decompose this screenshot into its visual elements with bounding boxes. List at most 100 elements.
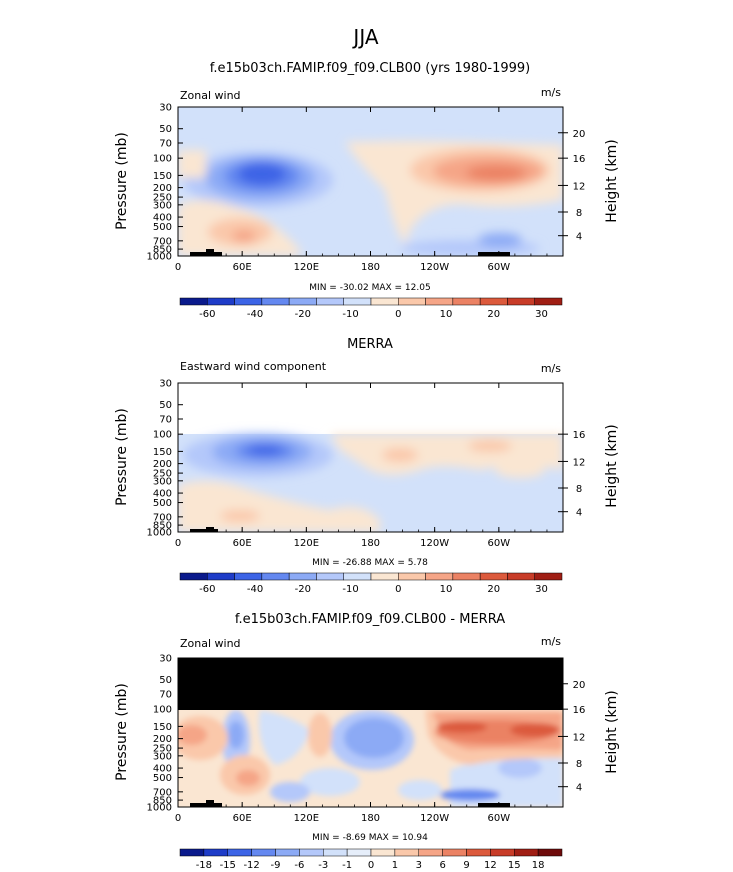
y-tick-label: 50	[159, 675, 172, 686]
colorbar-label: 0	[395, 584, 401, 595]
y-tick-label: 200	[153, 183, 172, 194]
colorbar-label: -60	[199, 309, 215, 320]
y-tick-label: 70	[159, 139, 172, 150]
colorbar-label: -60	[199, 584, 215, 595]
y-tick-label: 30	[159, 654, 172, 665]
colorbar-swatch	[234, 572, 263, 581]
y-tick-label: 300	[153, 476, 172, 487]
y2-tick-label: 16	[573, 705, 586, 716]
y2-tick-label: 4	[576, 232, 582, 243]
colorbar-label: 6	[439, 860, 445, 871]
colorbar-label: 12	[484, 860, 497, 871]
colorbar-label: -10	[342, 584, 358, 595]
y2-tick-label: 12	[573, 457, 586, 468]
panel3-colorbar: -18 -15 -12 -9 -6 -3 -1 0 1 3 6 9 12 15 18	[179, 848, 563, 871]
colorbar-swatch	[398, 572, 426, 581]
y-tick-label: 700	[153, 512, 172, 523]
x-tick-label: 120W	[420, 538, 449, 549]
y-tick-label: 200	[153, 459, 172, 470]
y-tick-label: 250	[153, 193, 172, 204]
colorbar-swatch	[343, 572, 372, 581]
panel1-title: f.e15b03ch.FAMIP.f09_f09.CLB00 (yrs 1980…	[210, 61, 531, 76]
x-tick-label: 60W	[488, 813, 511, 824]
x-tick-label: 0	[175, 538, 181, 549]
colorbar-swatch	[207, 572, 235, 581]
x-tick-label: 180	[361, 262, 380, 273]
panel1-colorbar: -60 -40 -20 -10 0 10 20 30	[179, 297, 563, 320]
colorbar-swatch	[207, 297, 235, 306]
colorbar-swatch	[466, 848, 491, 857]
colorbar-label: 0	[368, 860, 374, 871]
colorbar-swatch	[179, 572, 208, 581]
colorbar-label: 10	[440, 584, 453, 595]
y-tick-label: 300	[153, 751, 172, 762]
y2-tick-label: 12	[573, 732, 586, 743]
panel2-left-label: Eastward wind component	[180, 360, 327, 373]
panel1-minmax: MIN = -30.02 MAX = 12.05	[309, 283, 430, 293]
y-tick-label: 250	[153, 469, 172, 480]
y2-tick-label: 8	[576, 484, 582, 495]
panel3-title: f.e15b03ch.FAMIP.f09_f09.CLB00 - MERRA	[235, 612, 505, 627]
y-tick-label: 500	[153, 222, 172, 233]
panel1-units: m/s	[541, 86, 561, 99]
x-tick-label: 120E	[294, 262, 319, 273]
y-tick-label: 50	[159, 124, 172, 135]
y2-tick-label: 12	[573, 181, 586, 192]
panel2-colorbar: -60 -40 -20 -10 0 10 20 30	[179, 572, 563, 595]
panel2-y2label: Height (km)	[604, 424, 620, 507]
panel2-ylabel: Pressure (mb)	[114, 408, 130, 506]
colorbar-swatch	[179, 848, 205, 857]
colorbar-label: -18	[196, 860, 212, 871]
y-tick-label: 1000	[147, 528, 172, 539]
y-tick-label: 70	[159, 690, 172, 701]
colorbar-swatch	[490, 848, 515, 857]
colorbar-label: -3	[318, 860, 328, 871]
colorbar-label: -20	[295, 309, 311, 320]
colorbar-swatch	[507, 297, 535, 306]
y2-tick-label: 8	[576, 759, 582, 770]
y-tick-label: 100	[153, 705, 172, 716]
x-tick-label: 0	[175, 262, 181, 273]
colorbar-swatch	[370, 848, 396, 857]
y-tick-label: 850	[153, 796, 172, 807]
colorbar-swatch	[370, 297, 399, 306]
colorbar-label: -12	[243, 860, 259, 871]
y2-tick-label: 20	[573, 680, 586, 691]
colorbar-label: -6	[294, 860, 304, 871]
colorbar-label: 30	[535, 584, 548, 595]
colorbar-swatch	[418, 848, 443, 857]
y2-tick-label: 4	[576, 508, 582, 519]
colorbar-swatch	[288, 297, 317, 306]
colorbar-swatch	[479, 572, 508, 581]
panel2-plot	[178, 383, 563, 532]
x-tick-label: 180	[361, 813, 380, 824]
panel1-ylabel: Pressure (mb)	[114, 132, 130, 230]
y-tick-label: 500	[153, 498, 172, 509]
colorbar-label: -1	[342, 860, 352, 871]
colorbar-swatch	[425, 297, 454, 306]
colorbar-label: 1	[392, 860, 398, 871]
colorbar-label: -9	[271, 860, 281, 871]
y-tick-label: 500	[153, 773, 172, 784]
y-tick-label: 400	[153, 213, 172, 224]
colorbar-swatch	[452, 572, 481, 581]
colorbar-swatch	[299, 848, 324, 857]
y-tick-label: 30	[159, 103, 172, 114]
colorbar-label: 20	[487, 584, 500, 595]
colorbar-swatch	[398, 297, 426, 306]
colorbar-swatch	[343, 297, 372, 306]
colorbar-label: 9	[463, 860, 469, 871]
y-tick-label: 1000	[147, 252, 172, 263]
y-tick-label: 400	[153, 489, 172, 500]
colorbar-swatch	[261, 572, 290, 581]
y-tick-label: 100	[153, 154, 172, 165]
panel3-ylabel: Pressure (mb)	[114, 683, 130, 781]
colorbar-swatch	[537, 848, 563, 857]
x-tick-label: 120E	[294, 813, 319, 824]
colorbar-swatch	[251, 848, 276, 857]
colorbar-swatch	[316, 297, 344, 306]
y-tick-label: 150	[153, 171, 172, 182]
y-tick-label: 700	[153, 236, 172, 247]
